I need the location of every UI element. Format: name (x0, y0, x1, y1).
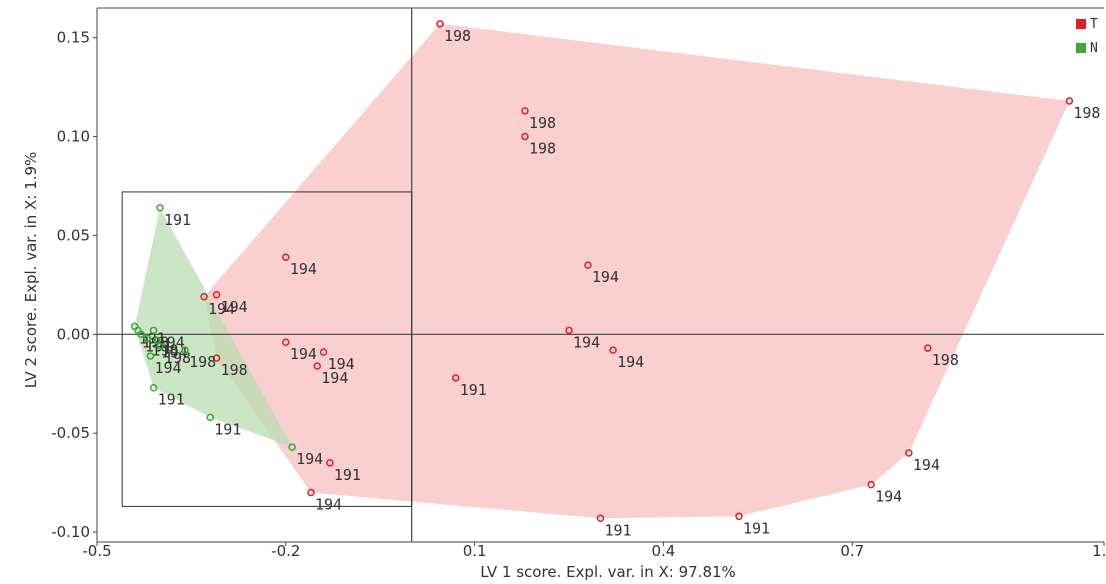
point-n (137, 330, 145, 339)
point-label: 194 (315, 496, 342, 514)
point-label: 191 (334, 466, 361, 484)
point-label: 194 (296, 450, 323, 468)
point-n (288, 443, 296, 451)
point-label: 194 (592, 268, 619, 286)
x-tick-label: 1.1 (1092, 542, 1106, 560)
point-label: 191 (214, 420, 241, 438)
point-t (313, 362, 322, 370)
point-n (143, 334, 152, 343)
point-label: 194 (158, 333, 185, 351)
x-axis-label: LV 1 score. Expl. var. in X: 97.81% (480, 563, 736, 581)
point-t (282, 253, 290, 261)
point-t (282, 338, 290, 346)
point-label: 198 (932, 351, 959, 369)
point-t (521, 107, 529, 115)
y-tick-label: 0.05 (57, 226, 90, 244)
x-tick-label: 0.7 (840, 542, 864, 560)
x-ticks: -0.5 -0.2 0.1 0.4 0.7 1.1 (82, 542, 1106, 560)
point-label: 191 (743, 519, 770, 537)
point-label: 191 (158, 391, 185, 409)
y-tick-label: -0.10 (51, 523, 90, 541)
point-label: 194 (221, 298, 248, 316)
point-n (153, 336, 161, 345)
point-label: 198 (1073, 104, 1100, 122)
hull-t (204, 23, 1070, 519)
hull-n (134, 207, 293, 448)
point-label: 194 (290, 260, 317, 278)
point-label: 198 (221, 361, 248, 379)
point-t (307, 488, 315, 497)
point-t (924, 344, 932, 352)
point-t (1065, 97, 1074, 105)
point-t (565, 326, 573, 335)
x-tick-label: 0.4 (652, 542, 676, 560)
point-t (905, 449, 913, 457)
point-label: 191 (460, 381, 487, 399)
hulls-layer (134, 23, 1070, 519)
y-tick-label: 0.15 (57, 29, 90, 47)
point-label: 198 (444, 27, 471, 45)
point-t (584, 261, 592, 269)
point-t (596, 514, 605, 523)
point-t (867, 480, 875, 489)
point-label: 191 (164, 211, 191, 229)
point-n (156, 204, 164, 212)
point-label: 194 (573, 333, 600, 351)
point-n (149, 383, 158, 392)
y-tick-label: -0.05 (51, 424, 90, 442)
point-label: 194 (208, 300, 235, 318)
point-t (212, 354, 221, 362)
point-label: 198 (529, 140, 556, 158)
x-tick-label: 0.1 (463, 542, 487, 560)
plot-frame (96, 7, 1104, 543)
y-tick-label: 0.00 (57, 325, 90, 343)
point-t (735, 512, 743, 521)
y-tick-label: 0.10 (57, 128, 90, 146)
point-label: 194 (875, 488, 902, 506)
point-t (451, 374, 460, 382)
point-label: 198 (529, 114, 556, 132)
point-n (206, 413, 215, 422)
point-label: 191 (605, 521, 632, 539)
zoom-box (121, 191, 413, 507)
point-t (319, 348, 328, 356)
legend-swatch-n (1076, 43, 1086, 53)
legend-label-n: N (1090, 41, 1098, 56)
legend-swatch-t (1076, 19, 1086, 29)
point-label: 198 (151, 341, 178, 359)
point-label: 198 (189, 353, 216, 371)
point-n (146, 352, 155, 360)
x-tick-label: -0.2 (271, 542, 300, 560)
point-t (436, 20, 444, 28)
x-tick-label: -0.5 (82, 542, 111, 560)
point-t (212, 291, 221, 299)
point-label: 194 (617, 353, 644, 371)
point-label: 194 (321, 369, 348, 387)
legend-label-t: T (1090, 17, 1098, 32)
point-label: 194 (328, 355, 355, 373)
point-label: 191 (145, 337, 172, 355)
point-n (149, 326, 158, 335)
point-t (326, 459, 334, 467)
point-n (181, 346, 189, 354)
point-label: 194 (154, 359, 181, 377)
point-n (156, 342, 164, 350)
y-ticks: 0.15 0.10 0.05 0.00 -0.05 -0.10 (51, 29, 97, 541)
point-label: 194 (913, 456, 940, 474)
point-label: 194 (290, 345, 317, 363)
point-t (521, 132, 529, 141)
point-t (609, 346, 617, 354)
point-t (200, 293, 208, 301)
legend: TN (1076, 17, 1098, 56)
zoom-rectangle (121, 191, 413, 507)
y-axis-label: LV 2 score. Expl. var. in X: 1.9% (22, 152, 40, 389)
point-label: 194 (161, 343, 188, 361)
